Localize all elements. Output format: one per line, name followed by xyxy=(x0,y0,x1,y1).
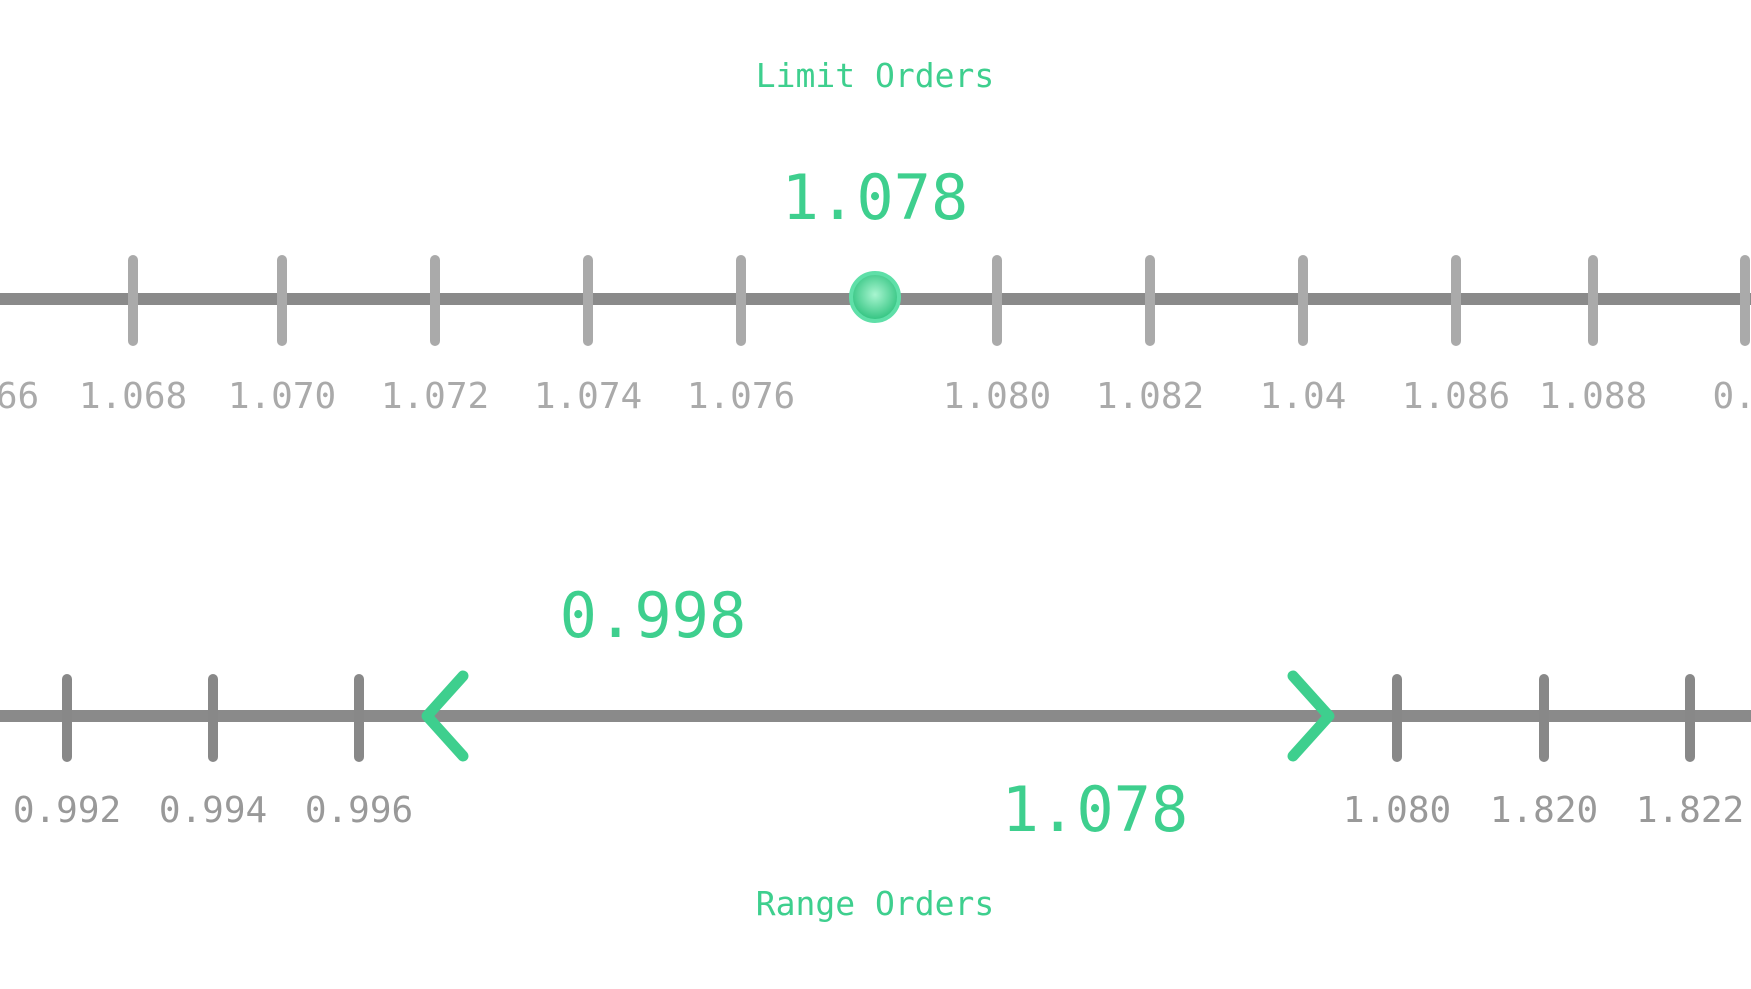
range-tick-label: 0.996 xyxy=(305,790,413,831)
limit-tick-label: 1.082 xyxy=(1096,376,1204,417)
limit-tick-label: 0.9 xyxy=(1712,376,1751,417)
range-low-value: 0.998 xyxy=(560,579,747,652)
range-tick-label: 1.820 xyxy=(1490,790,1598,831)
limit-tick-label: 1.068 xyxy=(79,376,187,417)
range-axis-labels: 0.992 0.994 0.996 1.080 1.820 1.822 xyxy=(13,790,1744,831)
range-tick-label: 1.080 xyxy=(1343,790,1451,831)
limit-tick-label: 1.04 xyxy=(1260,376,1347,417)
limit-axis-ticks xyxy=(128,255,1750,346)
limit-tick-label: 1.074 xyxy=(534,376,642,417)
limit-axis-labels: 1.066 1.068 1.070 1.072 1.074 1.076 1.080 1.082… xyxy=(0,376,1751,417)
limit-price-handle[interactable] xyxy=(849,271,901,323)
range-axis-ticks xyxy=(62,674,1695,762)
limit-tick-label: 1.080 xyxy=(943,376,1051,417)
limit-orders-title: Limit Orders xyxy=(756,56,994,95)
limit-tick-label: 1.072 xyxy=(381,376,489,417)
range-tick-label: 1.822 xyxy=(1636,790,1744,831)
limit-tick-label: 1.088 xyxy=(1539,376,1647,417)
limit-price-value: 1.078 xyxy=(782,161,969,234)
limit-tick-label: 1.086 xyxy=(1402,376,1510,417)
chevron-right-icon[interactable] xyxy=(1287,670,1335,762)
range-tick-label: 0.994 xyxy=(159,790,267,831)
range-orders-title: Range Orders xyxy=(756,884,994,923)
limit-tick-label: 1.070 xyxy=(228,376,336,417)
limit-tick-label: 1.066 xyxy=(0,376,39,417)
chevron-left-icon[interactable] xyxy=(421,670,469,762)
range-tick-label: 0.992 xyxy=(13,790,121,831)
range-high-value: 1.078 xyxy=(1002,773,1189,846)
limit-tick-label: 1.076 xyxy=(687,376,795,417)
